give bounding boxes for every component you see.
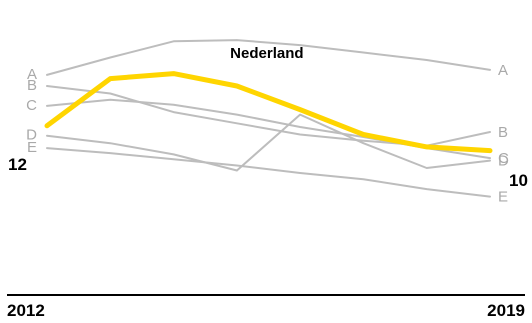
series-label-end-a: A <box>498 62 508 79</box>
series-label-end-d: D <box>498 153 509 170</box>
series-line-e <box>46 147 491 198</box>
x-tick-label-start: 2012 <box>7 301 45 320</box>
start-value-label: 12 <box>8 155 27 174</box>
series-label-start-c: C <box>26 97 37 114</box>
series-line-d <box>46 113 491 172</box>
end-value-label: 10 <box>509 171 528 190</box>
series-label-start-b: B <box>27 77 37 94</box>
series-label-end-c: C <box>498 150 509 167</box>
highlight-series-label: Nederland <box>230 45 303 62</box>
series-label-start-e: E <box>27 139 37 156</box>
series-label-start-a: A <box>27 66 37 83</box>
series-label-end-b: B <box>498 124 508 141</box>
series-label-start-d: D <box>26 127 37 144</box>
highlight-layer <box>44 71 493 154</box>
series-label-end-e: E <box>498 189 508 206</box>
series-line-a <box>46 39 491 76</box>
series-line-highlight <box>44 71 493 154</box>
series-layer <box>46 39 491 198</box>
x-tick-label-end: 2019 <box>487 301 525 320</box>
series-line-b <box>46 85 491 147</box>
